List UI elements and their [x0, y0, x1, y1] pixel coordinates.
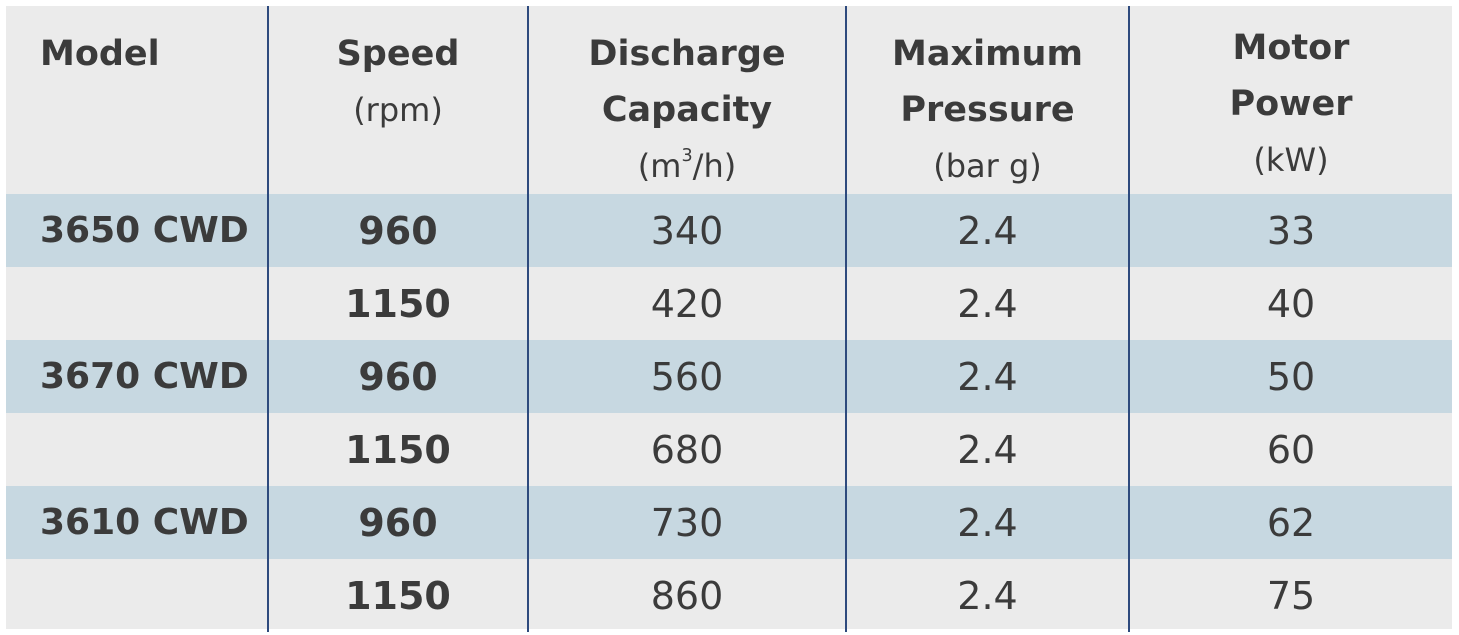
pressure-cell: 2.4: [845, 340, 1129, 413]
header-pressure-label-1: Maximum: [892, 34, 1083, 74]
pressure-cell: 2.4: [845, 559, 1129, 632]
power-cell: 60: [1128, 413, 1452, 486]
discharge-cell: 680: [527, 413, 846, 486]
header-pressure-label-2: Pressure: [900, 90, 1075, 130]
header-discharge-unit-suffix: /h): [692, 147, 737, 185]
power-cell: 40: [1128, 267, 1452, 340]
power-cell: 62: [1128, 486, 1452, 559]
speed-cell: 960: [267, 340, 528, 413]
pump-spec-table: Model Speed (rpm) Discharge Capacity (m3…: [6, 6, 1452, 632]
header-discharge-unit: (m3/h): [529, 138, 845, 194]
model-cell: 3650 CWD: [40, 210, 249, 251]
header-discharge-label-2: Capacity: [601, 90, 773, 130]
speed-cell: 960: [267, 194, 528, 267]
table-body: 3650 CWD 960 340 2.4 33 1150 420 2.4 40 3670 CWD 9…: [6, 194, 1452, 632]
table-row: 3670 CWD 960 560 2.4 50: [6, 340, 1452, 413]
header-power-label-1: Motor: [1232, 28, 1350, 68]
discharge-cell: 340: [527, 194, 846, 267]
discharge-cell: 420: [527, 267, 846, 340]
header-discharge-label-1: Discharge: [588, 34, 786, 74]
header-discharge-unit-prefix: (m: [637, 147, 682, 185]
speed-cell: 1150: [267, 413, 528, 486]
header-speed-label: Speed: [336, 34, 460, 74]
discharge-cell: 860: [527, 559, 846, 632]
speed-cell: 960: [267, 486, 528, 559]
header-model-label: Model: [40, 34, 160, 74]
header-row: Model Speed (rpm) Discharge Capacity (m3…: [6, 6, 1452, 194]
pressure-cell: 2.4: [845, 413, 1129, 486]
header-power-unit: (kW): [1253, 141, 1329, 179]
pressure-cell: 2.4: [845, 194, 1129, 267]
model-cell: [6, 559, 268, 632]
table-row: 1150 420 2.4 40: [6, 267, 1452, 340]
model-cell: [6, 267, 268, 340]
header-power-label-2: Power: [1229, 84, 1353, 124]
table-row: 1150 680 2.4 60: [6, 413, 1452, 486]
table-row: 1150 860 2.4 75: [6, 559, 1452, 632]
speed-cell: 1150: [267, 267, 528, 340]
header-model: Model: [6, 6, 268, 194]
pressure-cell: 2.4: [845, 267, 1129, 340]
header-discharge: Discharge Capacity (m3/h): [527, 6, 846, 194]
speed-cell: 1150: [267, 559, 528, 632]
model-cell: 3610 CWD: [40, 502, 249, 543]
power-cell: 50: [1128, 340, 1452, 413]
header-pressure: Maximum Pressure (bar g): [845, 6, 1129, 194]
table-row: 3610 CWD 960 730 2.4 62: [6, 486, 1452, 559]
discharge-cell: 730: [527, 486, 846, 559]
model-cell: [6, 413, 268, 486]
header-speed-unit: (rpm): [353, 91, 443, 129]
spec-table-container: Model Speed (rpm) Discharge Capacity (m3…: [6, 6, 1452, 632]
header-power: Motor Power (kW): [1128, 6, 1452, 194]
pressure-cell: 2.4: [845, 486, 1129, 559]
header-speed: Speed (rpm): [267, 6, 528, 194]
model-cell: 3670 CWD: [40, 356, 249, 397]
power-cell: 33: [1128, 194, 1452, 267]
discharge-cell: 560: [527, 340, 846, 413]
header-pressure-unit: (bar g): [933, 147, 1042, 185]
header-discharge-unit-sup: 3: [681, 146, 693, 167]
table-row: 3650 CWD 960 340 2.4 33: [6, 194, 1452, 267]
power-cell: 75: [1128, 559, 1452, 632]
